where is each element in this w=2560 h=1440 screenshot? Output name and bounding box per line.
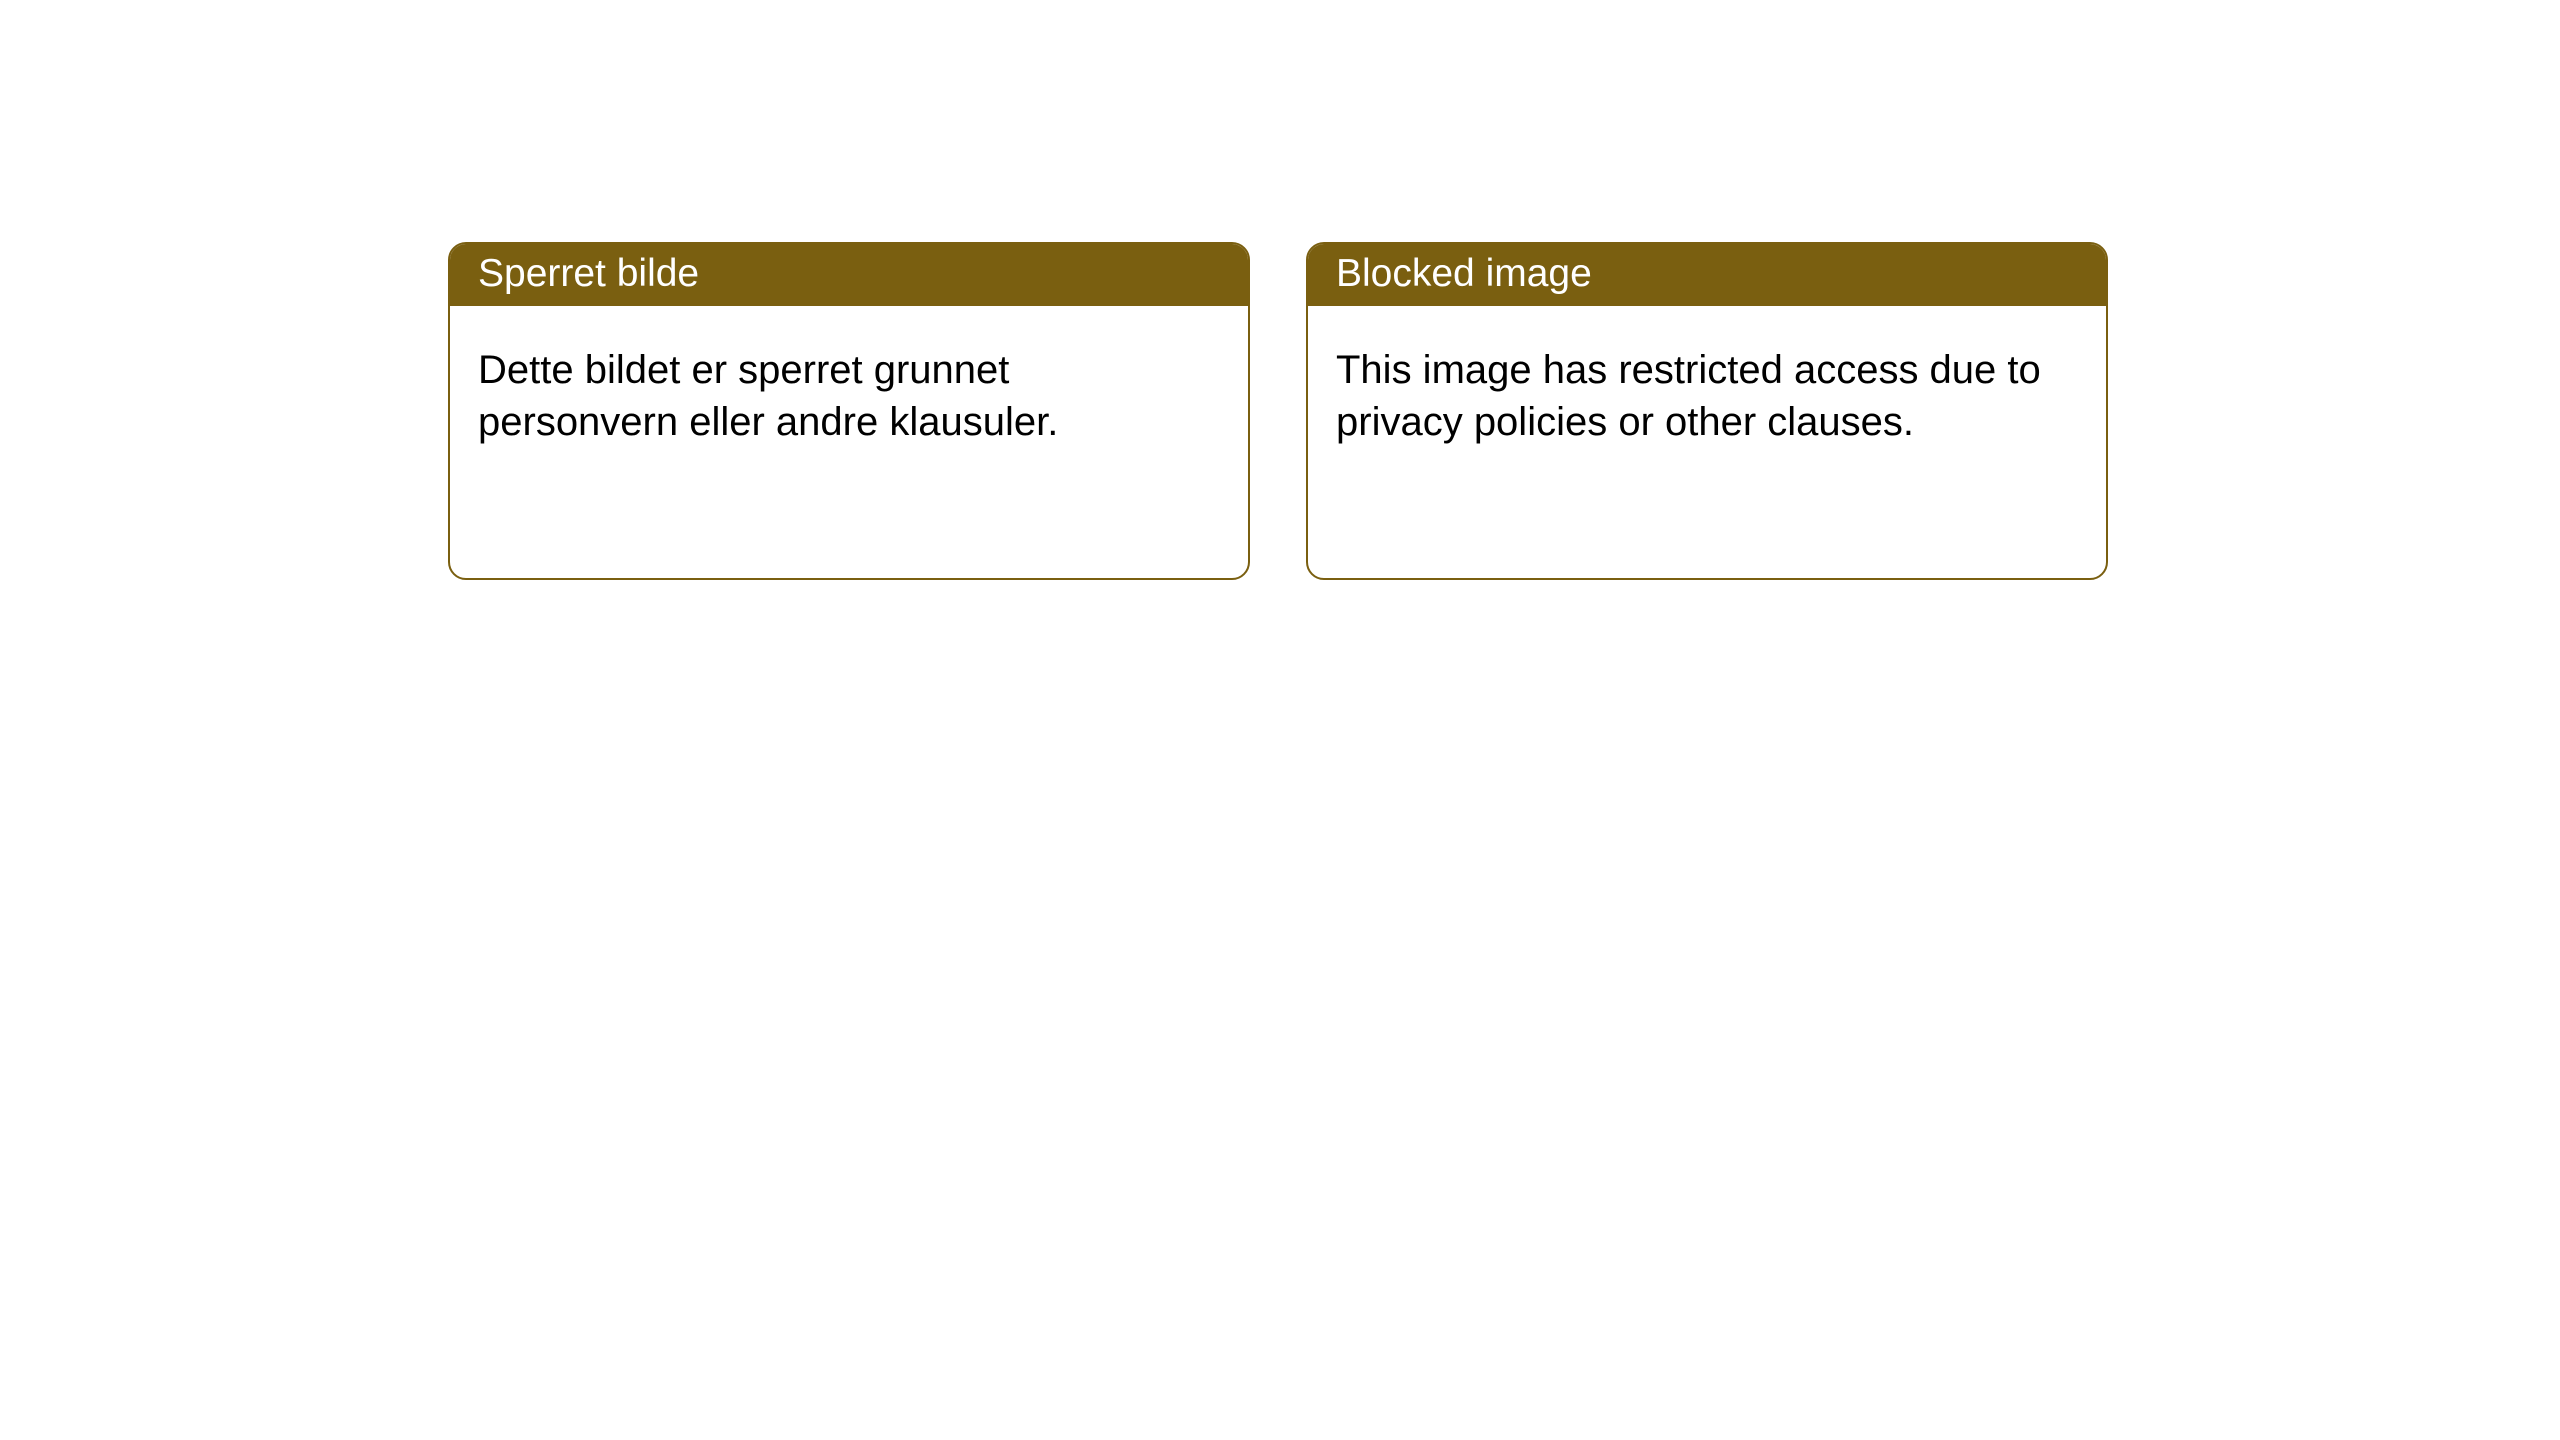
cards-container: Sperret bilde Dette bildet er sperret gr…: [0, 0, 2560, 580]
card-header: Blocked image: [1308, 244, 2106, 306]
card-title: Blocked image: [1336, 252, 1592, 295]
card-title: Sperret bilde: [478, 252, 699, 295]
card-body-text: Dette bildet er sperret grunnet personve…: [478, 348, 1058, 444]
card-body-text: This image has restricted access due to …: [1336, 348, 2041, 444]
blocked-image-card-en: Blocked image This image has restricted …: [1306, 242, 2108, 580]
card-body: Dette bildet er sperret grunnet personve…: [450, 306, 1248, 578]
blocked-image-card-no: Sperret bilde Dette bildet er sperret gr…: [448, 242, 1250, 580]
card-body: This image has restricted access due to …: [1308, 306, 2106, 578]
card-header: Sperret bilde: [450, 244, 1248, 306]
